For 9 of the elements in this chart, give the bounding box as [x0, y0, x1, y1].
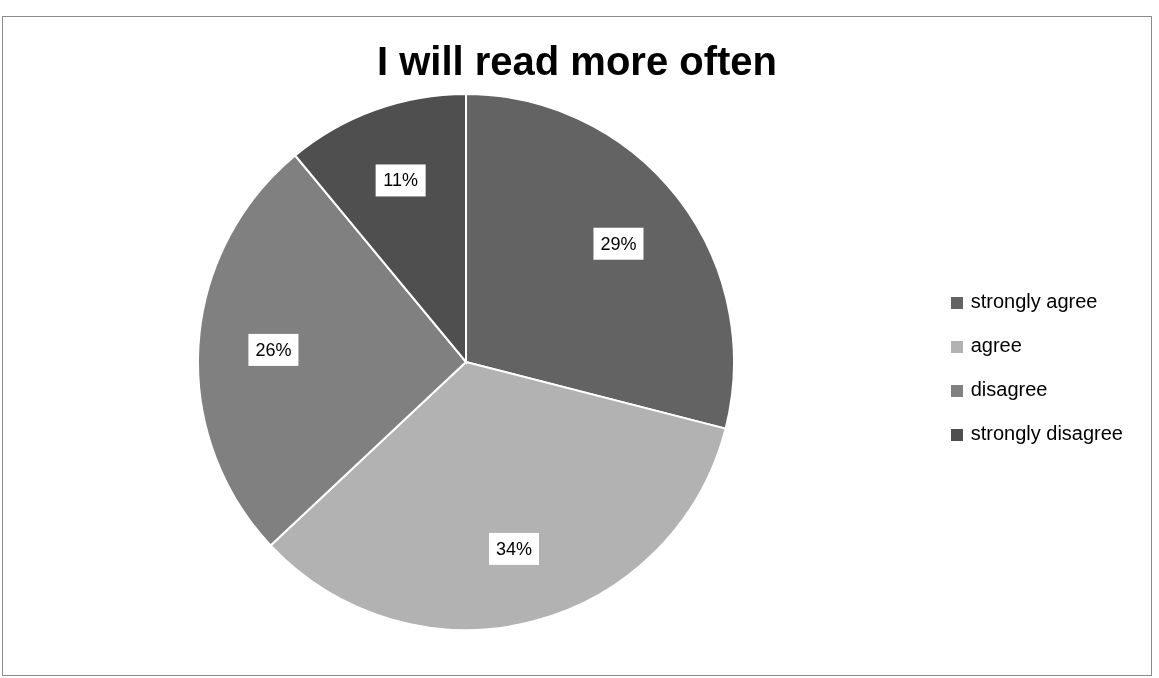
- data-label: 11%: [383, 170, 418, 191]
- legend-label: agree: [970, 334, 1022, 356]
- chart-title: I will read more often: [375, 39, 779, 85]
- data-label: 26%: [255, 339, 292, 360]
- legend-label: strongly agree: [970, 290, 1098, 312]
- legend-label: strongly disagree: [970, 422, 1123, 444]
- data-label: 34%: [495, 538, 532, 559]
- data-label: 29%: [600, 233, 637, 254]
- legend-label: disagree: [970, 378, 1048, 400]
